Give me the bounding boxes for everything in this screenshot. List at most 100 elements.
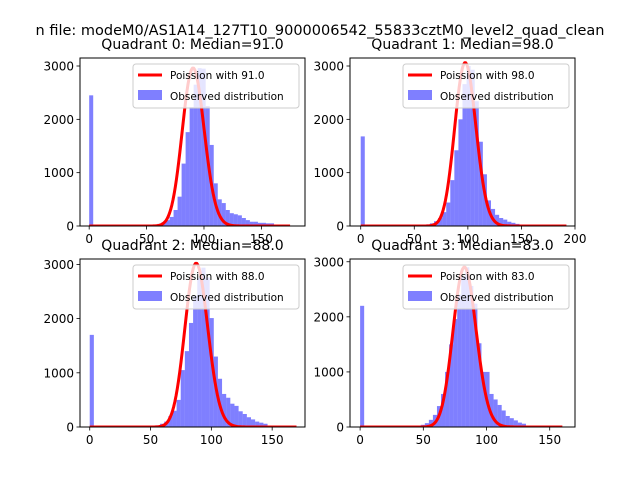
y-tick-label: 3000	[313, 60, 344, 74]
histogram-bar	[176, 399, 181, 427]
histogram-bar	[477, 343, 482, 427]
legend-patch-swatch	[138, 90, 162, 100]
histogram-bar	[449, 344, 454, 427]
x-tick-label: 0	[86, 433, 94, 447]
legend: Poission with 83.0 Observed distribution	[402, 264, 570, 310]
legend: Poission with 98.0 Observed distribution	[402, 63, 570, 109]
histogram-bar	[517, 422, 522, 427]
histogram-bar	[221, 203, 226, 226]
histogram-bar	[473, 303, 478, 427]
y-tick-label: 0	[66, 421, 74, 435]
histogram-bar	[478, 141, 483, 226]
histogram-bar	[469, 285, 474, 427]
subplot-quadrant-3: 0 50 100 150 0 1000 2000 3000 Quadrant 3: Median…	[313, 238, 576, 447]
x-tick-label: 50	[139, 232, 154, 246]
histogram-bar	[253, 221, 258, 226]
histogram-bar	[237, 215, 242, 226]
x-tick-label: 50	[407, 232, 422, 246]
histogram-bar	[229, 213, 234, 226]
histogram-bar	[521, 423, 526, 427]
subplot-title: Quadrant 3: Median=83.0	[371, 238, 553, 254]
axes-frame	[349, 258, 576, 428]
histogram-bar	[462, 84, 467, 226]
histogram-bar	[205, 277, 210, 427]
histogram-bar	[481, 371, 486, 427]
subplot-quadrant-2: 0 50 100 150 0 1000 2000 3000 Quadrant 2: Median…	[43, 238, 306, 447]
histogram-bar	[257, 222, 262, 226]
x-tick-label: 150	[510, 232, 533, 246]
axes-frame	[79, 57, 306, 227]
x-tick-label: 50	[416, 433, 431, 447]
histogram-bar	[438, 218, 443, 226]
histogram-bar	[445, 371, 450, 427]
histogram-bar	[209, 318, 214, 427]
legend-frame	[132, 63, 300, 109]
x-tick-label: 100	[475, 433, 498, 447]
legend-label-observed: Observed distribution	[440, 292, 554, 304]
histogram-bar	[238, 411, 243, 427]
x-tick-label: 50	[143, 433, 158, 447]
legend-label-poisson: Poission with 91.0	[170, 70, 265, 82]
histogram-bar	[263, 423, 268, 427]
subplot-title: Quadrant 0: Median=91.0	[101, 37, 283, 53]
histogram-bar	[470, 69, 475, 226]
histogram-bar	[255, 421, 260, 427]
histogram-bar	[233, 214, 238, 226]
histogram-bar	[193, 84, 198, 226]
histogram-bar	[446, 202, 451, 226]
y-tick-label: 1000	[313, 365, 344, 379]
histogram-bar	[507, 221, 512, 226]
histogram-bar	[360, 136, 365, 226]
histogram-bar	[249, 221, 254, 226]
x-tick-label: 0	[85, 232, 93, 246]
histogram-bar	[453, 319, 458, 427]
histogram-bar	[505, 415, 510, 427]
histogram-bar	[222, 393, 227, 427]
y-tick-label: 0	[336, 421, 344, 435]
histogram-bar	[225, 210, 230, 226]
histogram-bar	[489, 393, 494, 427]
histogram-bar	[89, 334, 94, 427]
legend-frame	[402, 264, 570, 310]
legend: Poission with 88.0 Observed distribution	[132, 264, 300, 310]
legend-label-observed: Observed distribution	[170, 91, 284, 103]
histogram-bar	[184, 351, 189, 427]
legend-label-observed: Observed distribution	[170, 292, 284, 304]
x-tick-label: 0	[357, 232, 365, 246]
histogram-bar	[251, 419, 256, 427]
legend-frame	[132, 264, 300, 310]
y-tick-label: 0	[336, 220, 344, 234]
x-tick-label: 100	[456, 232, 479, 246]
legend-label-poisson: Poission with 83.0	[440, 271, 535, 283]
histogram-bar	[177, 196, 182, 226]
histogram-bar	[201, 68, 206, 226]
x-tick-label: 100	[200, 433, 223, 447]
x-tick-label: 100	[193, 232, 216, 246]
histogram-bar	[454, 150, 459, 226]
histogram-bar	[169, 216, 174, 226]
histogram-bar	[450, 180, 455, 226]
subplot-title: Quadrant 1: Median=98.0	[371, 37, 553, 53]
histogram-bar	[173, 210, 178, 226]
histogram-bar	[185, 132, 190, 226]
histogram-bar	[360, 305, 365, 427]
histogram-bar	[234, 405, 239, 427]
histogram-bar	[497, 404, 502, 427]
histogram-bar	[513, 420, 518, 427]
histogram-bar	[189, 107, 194, 226]
subplot-quadrant-0: 0 50 100 150 0 1000 2000 3000 Quadrant 0: Median…	[43, 37, 306, 246]
legend-label-poisson: Poission with 88.0	[170, 271, 265, 283]
y-tick-label: 2000	[313, 113, 344, 127]
histogram-bar	[245, 220, 250, 226]
y-tick-label: 3000	[43, 60, 74, 74]
histogram-bar	[457, 294, 462, 427]
figure-suptitle: n file: modeM0/AS1A14_127T10_9000006542_…	[36, 23, 605, 39]
axes-frame	[79, 258, 306, 428]
histogram-bar	[441, 393, 446, 427]
x-tick-label: 150	[538, 433, 561, 447]
histogram-bar	[241, 218, 246, 226]
histogram-bar	[461, 276, 466, 427]
x-tick-label: 150	[261, 433, 284, 447]
